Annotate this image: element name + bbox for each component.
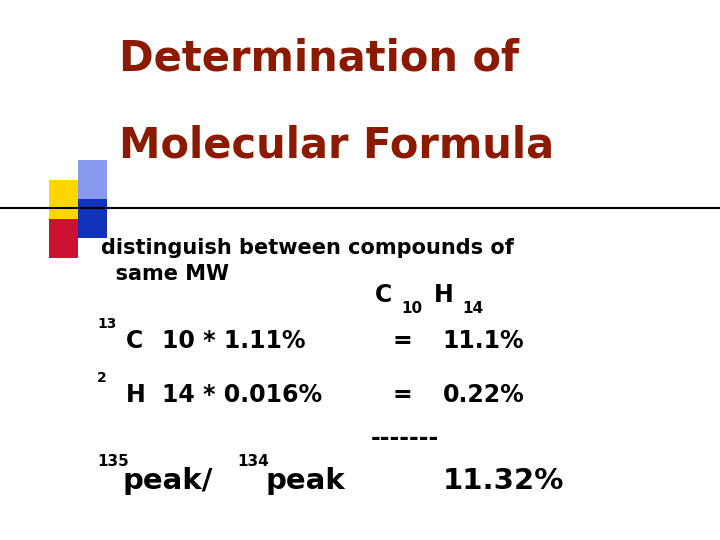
Text: =: =	[392, 329, 412, 353]
Text: 10 * 1.11%: 10 * 1.11%	[162, 329, 305, 353]
Text: 135: 135	[97, 454, 129, 469]
Text: 14: 14	[462, 301, 483, 316]
Text: C: C	[126, 329, 143, 353]
Text: H: H	[126, 383, 145, 407]
Text: distinguish between compounds of
  same MW: distinguish between compounds of same MW	[101, 238, 513, 284]
Text: 0.22%: 0.22%	[443, 383, 525, 407]
Bar	[49, 219, 78, 258]
Text: Molecular Formula: Molecular Formula	[119, 124, 554, 166]
Text: -------: -------	[371, 427, 439, 450]
Bar	[78, 160, 107, 199]
Bar	[49, 180, 78, 219]
Text: 10: 10	[402, 301, 423, 316]
Text: 2: 2	[97, 371, 107, 385]
Text: 134: 134	[238, 454, 269, 469]
Text: =: =	[392, 383, 412, 407]
Text: H: H	[434, 284, 454, 307]
Bar	[78, 199, 107, 238]
Text: peak/: peak/	[122, 467, 213, 495]
Text: peak: peak	[266, 467, 346, 495]
Text: 14 * 0.016%: 14 * 0.016%	[162, 383, 322, 407]
Text: C: C	[374, 284, 392, 307]
Text: 11.1%: 11.1%	[443, 329, 524, 353]
Text: Determination of: Determination of	[119, 38, 519, 80]
Text: 13: 13	[97, 317, 117, 331]
Text: 11.32%: 11.32%	[443, 467, 564, 495]
